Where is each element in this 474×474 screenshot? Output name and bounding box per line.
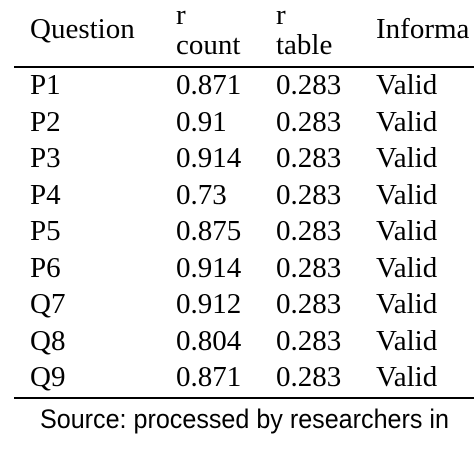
header-r-count-bottom: count bbox=[176, 29, 241, 61]
cell-question: P6 bbox=[30, 251, 61, 284]
header-r-count-top: r bbox=[176, 0, 186, 31]
table-body: P1 0.871 0.283 Valid P2 0.91 0.283 Valid… bbox=[0, 68, 474, 397]
cell-question: P2 bbox=[30, 105, 61, 138]
cell-information: Valid bbox=[376, 69, 438, 101]
header-r-table-bottom: table bbox=[276, 29, 333, 61]
cell-question: Q8 bbox=[30, 324, 66, 357]
table-row: P3 0.914 0.283 Valid bbox=[0, 141, 474, 178]
cell-r-count: 0.912 bbox=[176, 288, 242, 320]
cell-r-count: 0.875 bbox=[176, 215, 242, 247]
cell-question: Q9 bbox=[30, 361, 66, 393]
cell-r-table: 0.283 bbox=[276, 288, 342, 320]
table-row: P1 0.871 0.283 Valid bbox=[0, 68, 474, 105]
header-question: Question bbox=[30, 13, 135, 45]
cell-question: Q7 bbox=[30, 288, 66, 320]
cell-information: Valid bbox=[376, 324, 438, 357]
cell-r-count: 0.73 bbox=[176, 178, 227, 211]
cell-question: P4 bbox=[30, 178, 61, 211]
header-r-table: r table bbox=[276, 0, 332, 60]
cell-r-count: 0.914 bbox=[176, 251, 242, 284]
cell-information: Valid bbox=[376, 361, 438, 393]
header-information: Informa bbox=[376, 13, 470, 45]
cell-r-table: 0.283 bbox=[276, 142, 342, 174]
cell-r-count: 0.914 bbox=[176, 142, 242, 174]
header-r-count: r count bbox=[176, 0, 240, 60]
cell-r-table: 0.283 bbox=[276, 178, 342, 211]
table-row: P4 0.73 0.283 Valid bbox=[0, 178, 474, 215]
table-row: P5 0.875 0.283 Valid bbox=[0, 214, 474, 251]
table-row: Q7 0.912 0.283 Valid bbox=[0, 287, 474, 324]
cell-r-table: 0.283 bbox=[276, 69, 342, 101]
table-row: Q9 0.871 0.283 Valid bbox=[0, 360, 474, 397]
cell-information: Valid bbox=[376, 215, 438, 247]
header-divider bbox=[14, 66, 474, 68]
cell-information: Valid bbox=[376, 288, 438, 320]
cell-r-count: 0.871 bbox=[176, 69, 242, 101]
table-header-row: Question r count r table Informa bbox=[0, 0, 474, 66]
cell-r-table: 0.283 bbox=[276, 105, 342, 138]
cell-r-table: 0.283 bbox=[276, 251, 342, 284]
table-row: P6 0.914 0.283 Valid bbox=[0, 251, 474, 288]
source-note: Source: processed by researchers in bbox=[40, 404, 449, 434]
cell-r-table: 0.283 bbox=[276, 215, 342, 247]
cell-information: Valid bbox=[376, 142, 438, 174]
table-row: Q8 0.804 0.283 Valid bbox=[0, 324, 474, 361]
table-bottom-rule bbox=[14, 397, 474, 399]
cell-r-count: 0.91 bbox=[176, 105, 227, 138]
cell-information: Valid bbox=[376, 105, 438, 138]
cell-information: Valid bbox=[376, 178, 438, 211]
header-r-table-top: r bbox=[276, 0, 286, 31]
cell-r-table: 0.283 bbox=[276, 324, 342, 357]
cell-r-table: 0.283 bbox=[276, 361, 342, 393]
cell-question: P1 bbox=[30, 69, 61, 101]
cell-question: P3 bbox=[30, 142, 61, 174]
table-row: P2 0.91 0.283 Valid bbox=[0, 105, 474, 142]
cell-information: Valid bbox=[376, 251, 438, 284]
cell-question: P5 bbox=[30, 215, 61, 247]
cell-r-count: 0.804 bbox=[176, 324, 242, 357]
cell-r-count: 0.871 bbox=[176, 361, 242, 393]
